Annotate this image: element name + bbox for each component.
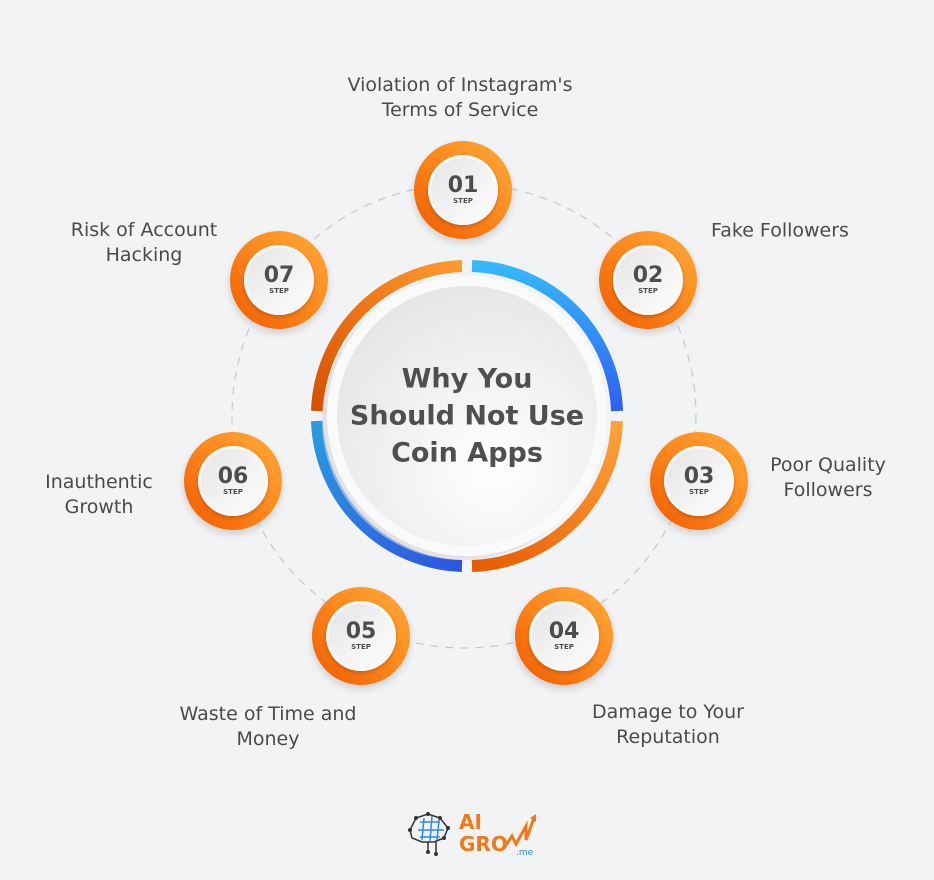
step-label-07: Risk of Account Hacking bbox=[71, 218, 218, 268]
aigrow-logo: AI GRO .me bbox=[404, 808, 539, 858]
step-word: STEP bbox=[689, 487, 709, 496]
label-line: Poor Quality bbox=[770, 454, 886, 476]
step-badge-03: 03 STEP bbox=[650, 432, 748, 530]
step-word: STEP bbox=[453, 196, 473, 205]
title-line: Coin Apps bbox=[391, 437, 543, 469]
step-number: 01 bbox=[447, 172, 479, 198]
label-line: Waste of Time and bbox=[179, 703, 357, 725]
step-badge-05: 05 STEP bbox=[312, 587, 410, 685]
step-label-05: Waste of Time and Money bbox=[180, 702, 357, 752]
step-word: STEP bbox=[554, 642, 574, 651]
label-line: Growth bbox=[64, 496, 134, 518]
label-line: Money bbox=[236, 728, 300, 750]
step-number: 03 bbox=[683, 463, 715, 489]
step-badge-07: 07 STEP bbox=[230, 231, 328, 329]
label-line: Hacking bbox=[105, 244, 183, 266]
label-line: Reputation bbox=[616, 726, 720, 748]
step-number: 05 bbox=[345, 618, 377, 644]
step-label-01: Violation of Instagram's Terms of Service bbox=[348, 73, 573, 123]
label-line: Terms of Service bbox=[381, 99, 539, 121]
title-line: Should Not Use bbox=[349, 400, 585, 432]
step-number: 07 bbox=[263, 262, 295, 288]
step-label-02: Fake Followers bbox=[711, 219, 849, 244]
step-word: STEP bbox=[269, 286, 289, 295]
ring-segment-bottom-right bbox=[471, 420, 623, 572]
step-word: STEP bbox=[223, 487, 243, 496]
step-label-06: Inauthentic Growth bbox=[45, 470, 153, 520]
step-badge-06: 06 STEP bbox=[184, 432, 282, 530]
step-number: 06 bbox=[217, 463, 249, 489]
brain-network-icon bbox=[408, 812, 450, 856]
ring-segment-top-left bbox=[311, 260, 463, 412]
logo-text-line1: AI bbox=[459, 810, 482, 834]
label-line: Violation of Instagram's bbox=[347, 74, 573, 96]
step-badge-02: 02 STEP bbox=[599, 231, 697, 329]
ring-segment-top-right bbox=[471, 260, 623, 412]
label-line: Risk of Account bbox=[70, 219, 218, 241]
step-label-04: Damage to Your Reputation bbox=[592, 700, 744, 750]
dashed-orbit bbox=[231, 183, 697, 649]
logo-suffix: .me bbox=[516, 848, 534, 858]
label-line: Fake Followers bbox=[711, 219, 849, 242]
step-badge-04: 04 STEP bbox=[515, 587, 613, 685]
title-line: Why You bbox=[401, 363, 533, 395]
growth-arrow-icon bbox=[502, 814, 536, 849]
step-badge-01: 01 STEP bbox=[414, 141, 512, 239]
step-number: 02 bbox=[632, 262, 664, 288]
step-label-03: Poor Quality Followers bbox=[770, 453, 886, 503]
step-number: 04 bbox=[548, 618, 580, 644]
label-line: Inauthentic bbox=[45, 471, 153, 493]
logo-text-line2: GRO bbox=[459, 832, 508, 856]
step-word: STEP bbox=[351, 642, 371, 651]
step-word: STEP bbox=[638, 286, 658, 295]
center-circle-inner bbox=[337, 286, 597, 546]
ring-segment-bottom-left bbox=[311, 420, 463, 572]
label-line: Damage to Your bbox=[592, 701, 744, 723]
center-title: Why You Should Not Use Coin Apps bbox=[350, 361, 584, 472]
label-line: Followers bbox=[783, 479, 873, 501]
